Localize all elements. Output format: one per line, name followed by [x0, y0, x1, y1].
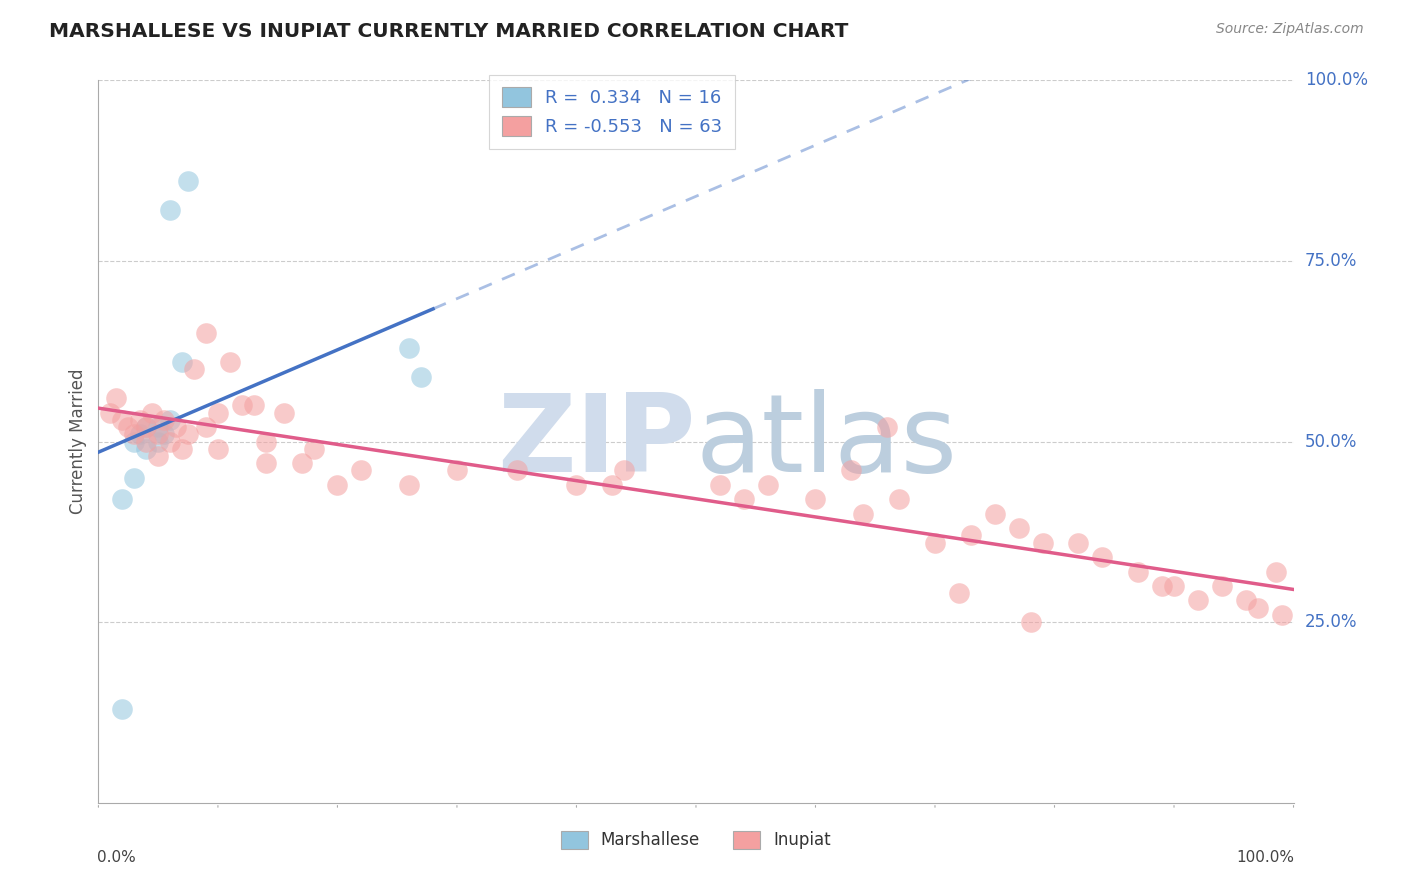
Point: [243, 398, 266, 412]
Point: [105, 391, 128, 405]
Point: [841, 463, 863, 477]
Point: [1152, 579, 1174, 593]
Point: [183, 362, 205, 376]
Point: [733, 492, 755, 507]
Point: [411, 369, 433, 384]
Point: [231, 398, 253, 412]
Point: [111, 702, 134, 716]
Point: [948, 586, 970, 600]
Point: [129, 427, 152, 442]
Legend: Marshallese, Inupiat: Marshallese, Inupiat: [554, 824, 838, 856]
Point: [98, 406, 122, 420]
Text: atlas: atlas: [696, 389, 957, 494]
Point: [124, 427, 146, 442]
Point: [889, 492, 911, 507]
Point: [1211, 579, 1233, 593]
Point: [124, 470, 146, 484]
Point: [135, 434, 157, 449]
Point: [756, 478, 779, 492]
Point: [148, 434, 170, 449]
Point: [153, 413, 176, 427]
Point: [852, 507, 875, 521]
Point: [135, 420, 157, 434]
Point: [613, 463, 636, 477]
Text: ZIP: ZIP: [498, 389, 696, 494]
Point: [1091, 550, 1114, 565]
Point: [124, 434, 146, 449]
Point: [1271, 607, 1294, 622]
Point: [159, 203, 181, 218]
Point: [506, 463, 529, 477]
Point: [960, 528, 983, 542]
Point: [1187, 593, 1209, 607]
Point: [1128, 565, 1150, 579]
Point: [111, 492, 134, 507]
Point: [291, 456, 314, 470]
Point: [398, 341, 420, 355]
Point: [1008, 521, 1031, 535]
Point: [350, 463, 373, 477]
Point: [1019, 615, 1042, 630]
Point: [195, 420, 218, 434]
Point: [924, 535, 946, 549]
Point: [172, 355, 194, 369]
Point: [135, 442, 157, 456]
Point: [159, 434, 181, 449]
Point: [565, 478, 588, 492]
Point: [1067, 535, 1090, 549]
Text: 50.0%: 50.0%: [1305, 433, 1357, 450]
Point: [254, 456, 277, 470]
Point: [117, 420, 139, 434]
Point: [1247, 600, 1270, 615]
Point: [302, 442, 325, 456]
Text: MARSHALLESE VS INUPIAT CURRENTLY MARRIED CORRELATION CHART: MARSHALLESE VS INUPIAT CURRENTLY MARRIED…: [49, 22, 849, 41]
Point: [207, 406, 229, 420]
Text: 0.0%: 0.0%: [97, 850, 136, 864]
Point: [219, 355, 242, 369]
Point: [602, 478, 624, 492]
Text: 100.0%: 100.0%: [1237, 850, 1295, 864]
Point: [135, 420, 157, 434]
Point: [1234, 593, 1257, 607]
Point: [984, 507, 1007, 521]
Point: [273, 406, 295, 420]
Point: [207, 442, 229, 456]
Text: Source: ZipAtlas.com: Source: ZipAtlas.com: [1216, 22, 1364, 37]
Point: [398, 478, 420, 492]
Point: [129, 413, 152, 427]
Point: [1264, 565, 1286, 579]
Point: [1032, 535, 1054, 549]
Point: [148, 420, 170, 434]
Point: [804, 492, 827, 507]
Text: 25.0%: 25.0%: [1305, 613, 1357, 632]
Point: [709, 478, 731, 492]
Point: [195, 326, 218, 340]
Point: [326, 478, 349, 492]
Point: [446, 463, 468, 477]
Point: [111, 413, 134, 427]
Text: 75.0%: 75.0%: [1305, 252, 1357, 270]
Point: [177, 174, 200, 188]
Point: [1163, 579, 1185, 593]
Text: 100.0%: 100.0%: [1305, 71, 1368, 89]
Point: [876, 420, 898, 434]
Point: [177, 427, 200, 442]
Y-axis label: Currently Married: Currently Married: [69, 368, 87, 515]
Point: [153, 427, 176, 442]
Point: [148, 427, 170, 442]
Point: [148, 449, 170, 463]
Point: [172, 442, 194, 456]
Point: [254, 434, 277, 449]
Point: [165, 420, 187, 434]
Point: [159, 413, 181, 427]
Point: [141, 406, 163, 420]
